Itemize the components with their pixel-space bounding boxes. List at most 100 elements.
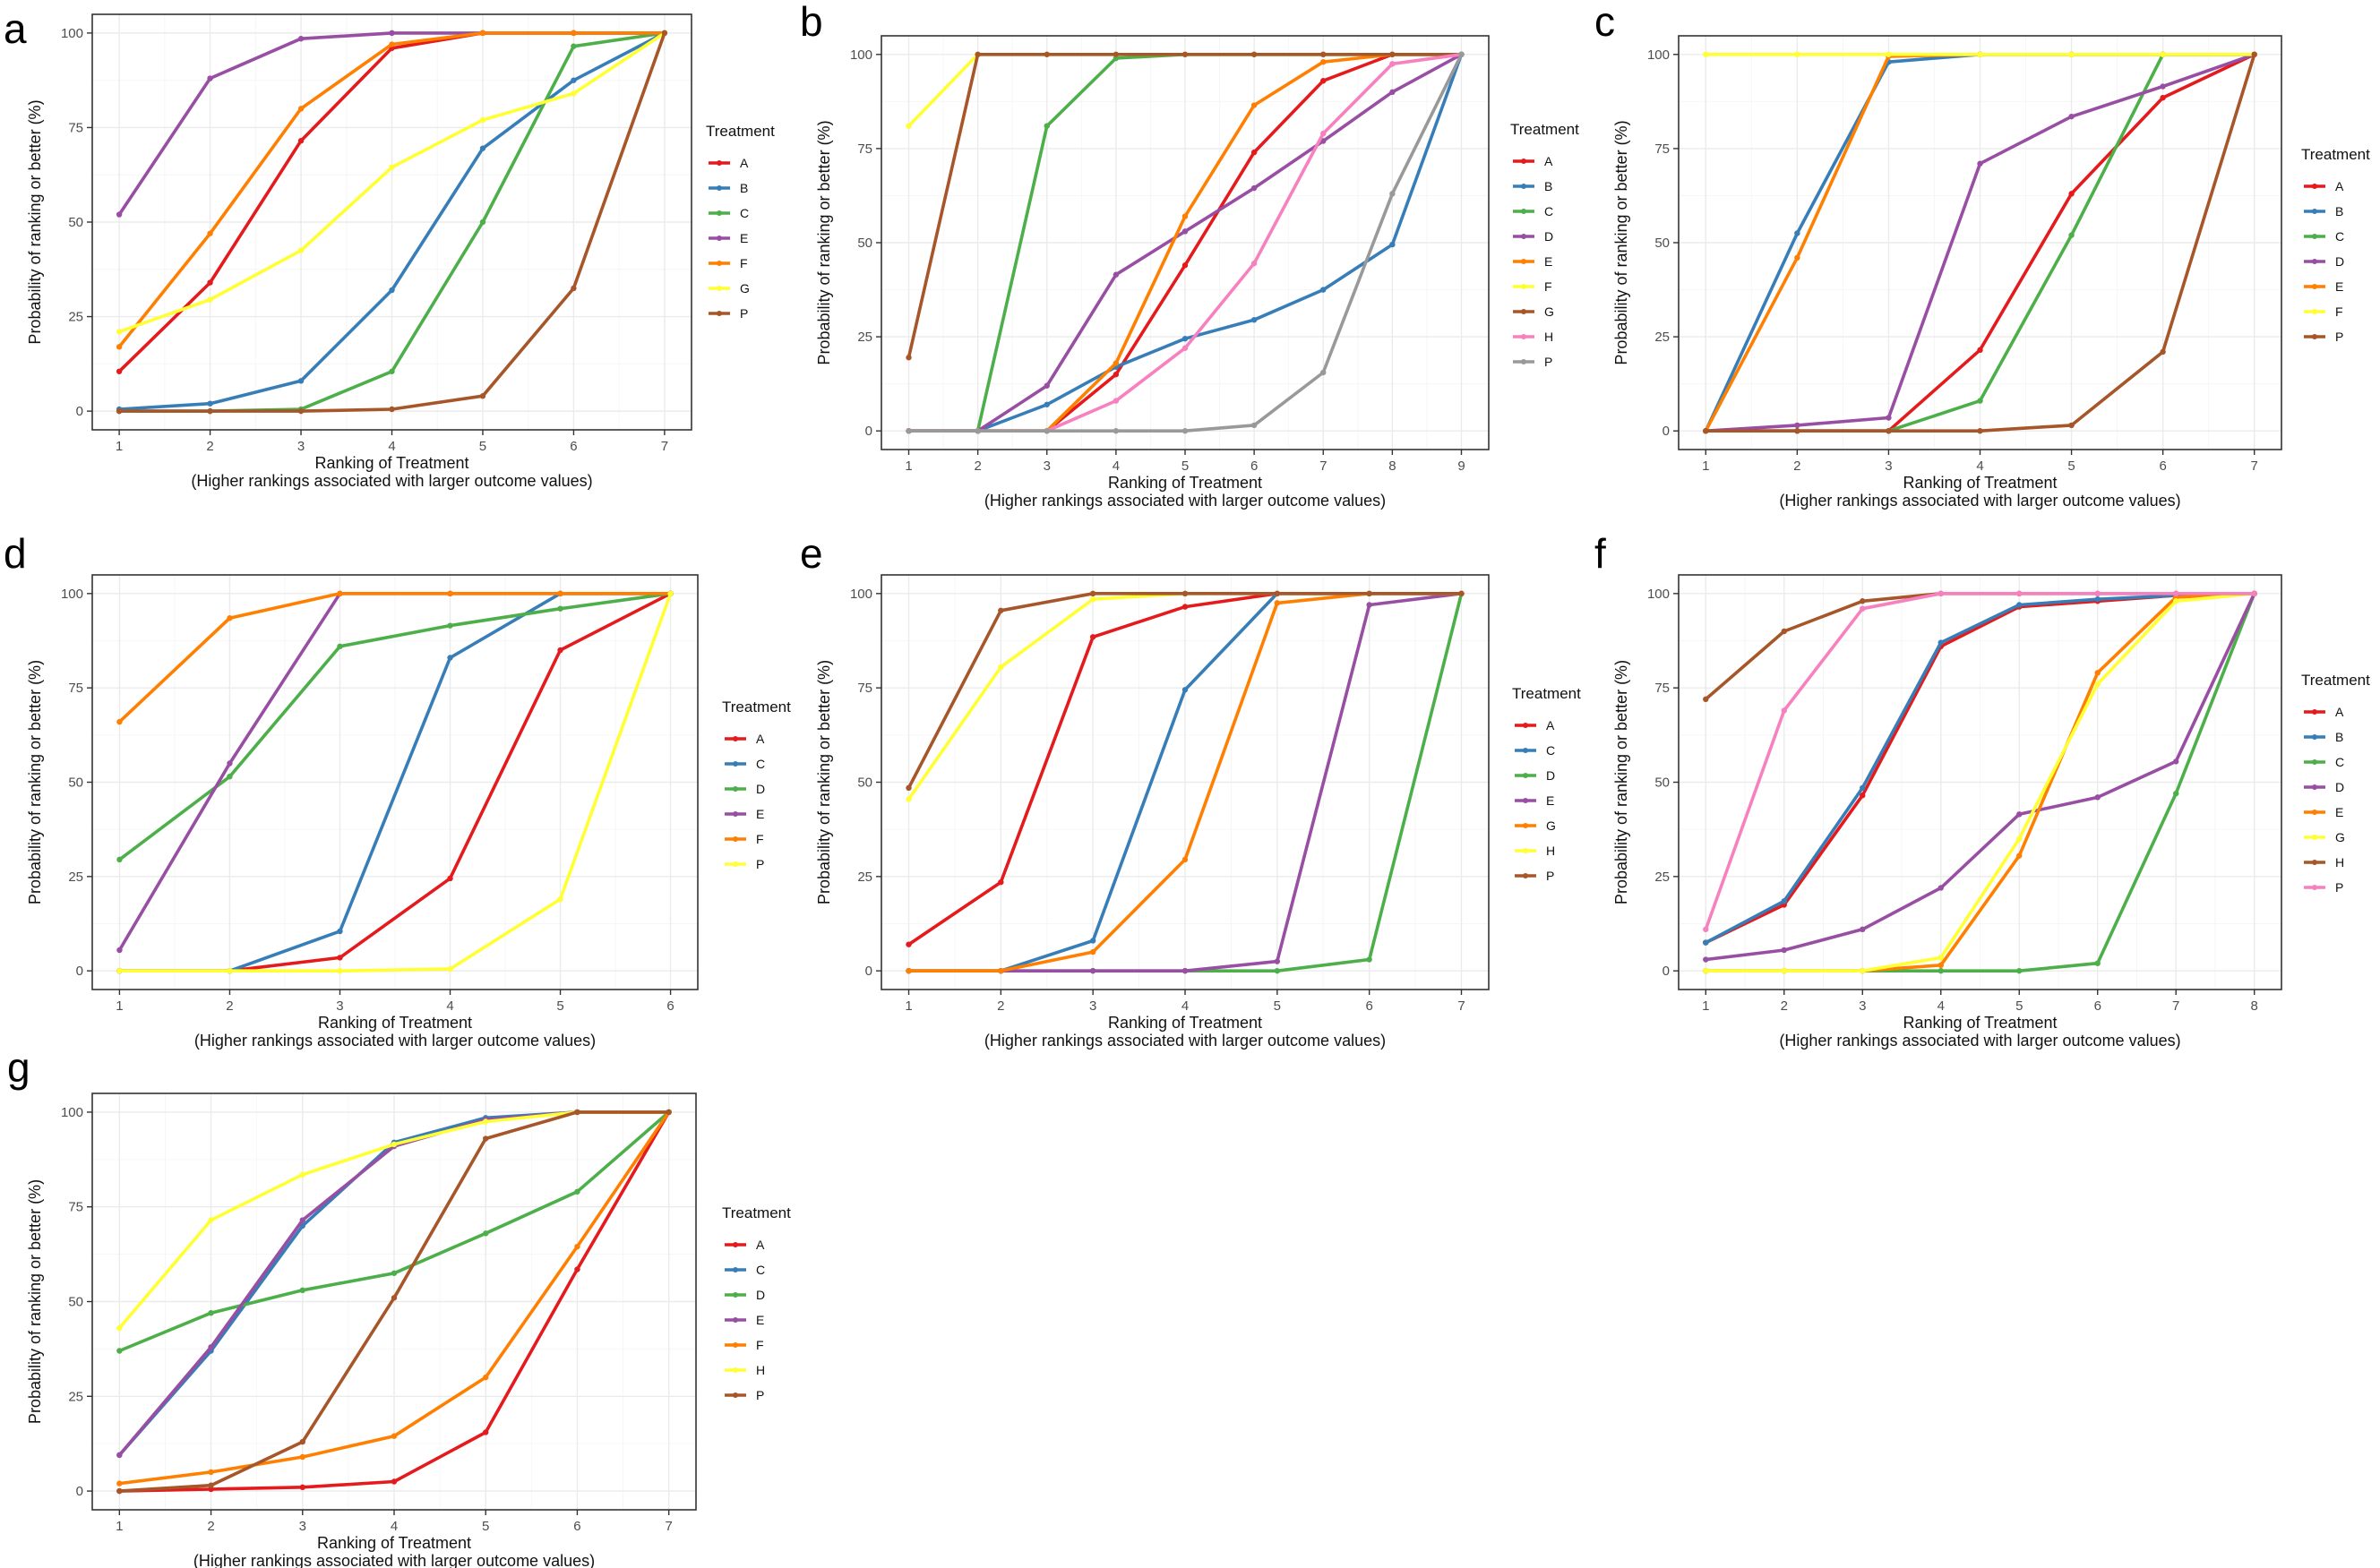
series-point-G — [389, 164, 395, 170]
x-tick-label: 8 — [2251, 998, 2258, 1014]
series-point-C — [1089, 938, 1096, 944]
legend-key-point — [2312, 860, 2317, 865]
legend-label-B: B — [740, 181, 748, 195]
x-axis-title: Ranking of Treatment — [1903, 474, 2057, 492]
series-point-P — [661, 30, 668, 37]
panel-e: e 0 25 50 75 100 1 2 3 4 5 6 7 Ranking of Treatment(H… — [800, 530, 1581, 1050]
x-tick-label: 4 — [388, 439, 395, 454]
series-point-P — [299, 1438, 305, 1445]
series-point-P — [906, 428, 912, 434]
series-point-E — [1089, 967, 1096, 974]
series-point-H — [1320, 130, 1327, 137]
legend-label-F: F — [756, 832, 764, 846]
series-line-F — [117, 591, 673, 724]
legend-key-point — [1521, 334, 1526, 339]
series-point-E — [1113, 360, 1120, 366]
y-tick-label: 25 — [68, 310, 83, 325]
x-tick-label: 2 — [207, 1519, 214, 1534]
y-tick-label: 25 — [857, 870, 872, 885]
legend-title: Treatment — [2301, 146, 2370, 163]
x-tick-label: 2 — [997, 998, 1004, 1014]
legend-key-point — [733, 736, 738, 741]
series-point-D — [1181, 228, 1189, 235]
series-point-F — [906, 123, 912, 129]
series-point-P — [1938, 590, 1944, 597]
series-point-P — [207, 407, 213, 415]
y-axis-title: Probability of ranking or better (%) — [26, 660, 44, 904]
legend-label-H: H — [1544, 330, 1553, 344]
series-point-D — [574, 1188, 580, 1195]
series-point-G — [1044, 51, 1050, 57]
y-tick-label: 75 — [857, 681, 872, 696]
series-point-D — [1044, 382, 1050, 389]
x-axis-subtitle: (Higher rankings associated with larger … — [984, 492, 1386, 510]
y-tick-label: 75 — [68, 681, 83, 696]
legend-key-point — [1521, 234, 1526, 239]
series-point-P — [2068, 422, 2075, 429]
panel-letter: g — [7, 1044, 30, 1091]
x-tick-label: 2 — [1793, 458, 1800, 474]
series-point-P — [1181, 428, 1189, 434]
x-tick-label: 7 — [661, 439, 668, 454]
panel-letter: e — [800, 530, 823, 577]
series-point-D — [2160, 83, 2166, 90]
legend-key-point — [733, 761, 738, 767]
legend-title: Treatment — [2301, 672, 2370, 689]
x-tick-label: 6 — [1250, 458, 1258, 474]
legend-key-point — [2312, 835, 2317, 840]
legend-key-point — [1521, 209, 1526, 214]
series-line-B — [1704, 591, 2256, 945]
series-point-D — [116, 856, 123, 863]
series-point-E — [1366, 602, 1372, 608]
y-tick-label: 50 — [1654, 775, 1670, 791]
legend-label-E: E — [2335, 805, 2343, 819]
x-tick-label: 1 — [1702, 458, 1709, 474]
series-point-P — [1320, 369, 1327, 376]
series-point-E — [2016, 853, 2023, 859]
panel-g: g 0 25 50 75 100 1 2 3 4 5 6 7 Ranking of Treatment(H… — [7, 1044, 791, 1568]
series-point-P — [1458, 51, 1465, 57]
x-tick-label: 1 — [116, 1519, 123, 1534]
series-point-B — [571, 77, 577, 83]
series-point-F — [299, 1453, 305, 1461]
x-tick-label: 5 — [479, 439, 486, 454]
legend-label-C: C — [1546, 743, 1555, 758]
series-point-H — [1113, 398, 1120, 404]
legend-key-point — [2312, 284, 2317, 289]
legend-label-A: A — [1546, 718, 1555, 733]
series-point-B — [1938, 639, 1944, 646]
legend-label-P: P — [2335, 330, 2343, 344]
panel-letter: c — [1594, 0, 1615, 45]
y-tick-label: 25 — [1654, 870, 1670, 885]
series-point-D — [1250, 184, 1258, 192]
x-tick-label: 1 — [1702, 998, 1709, 1014]
legend-key-point — [2312, 334, 2317, 339]
series-point-E — [1274, 958, 1281, 964]
series-point-D — [116, 1348, 123, 1354]
series-point-H — [1250, 260, 1258, 267]
legend-label-P: P — [740, 306, 748, 321]
series-point-P — [337, 967, 343, 974]
legend-key-point — [733, 1317, 738, 1323]
x-tick-label: 6 — [573, 1519, 580, 1534]
series-point-C — [1181, 687, 1189, 693]
series-point-P — [116, 407, 123, 415]
legend-label-F: F — [756, 1338, 764, 1352]
legend-key-point — [1523, 848, 1528, 853]
series-point-E — [207, 75, 213, 81]
series-point-D — [337, 643, 343, 650]
legend-key-point — [733, 836, 738, 842]
series-point-G — [1274, 600, 1281, 606]
x-tick-label: 7 — [1319, 458, 1327, 474]
y-tick-label: 75 — [68, 120, 83, 135]
legend-label-G: G — [1544, 304, 1554, 319]
legend-label-A: A — [756, 1238, 765, 1252]
x-tick-label: 1 — [116, 998, 123, 1014]
y-tick-label: 100 — [61, 587, 83, 602]
series-point-E — [227, 760, 233, 767]
x-tick-label: 6 — [666, 998, 674, 1014]
series-point-B — [389, 287, 395, 294]
x-tick-label: 3 — [297, 439, 305, 454]
series-point-A — [906, 941, 912, 947]
